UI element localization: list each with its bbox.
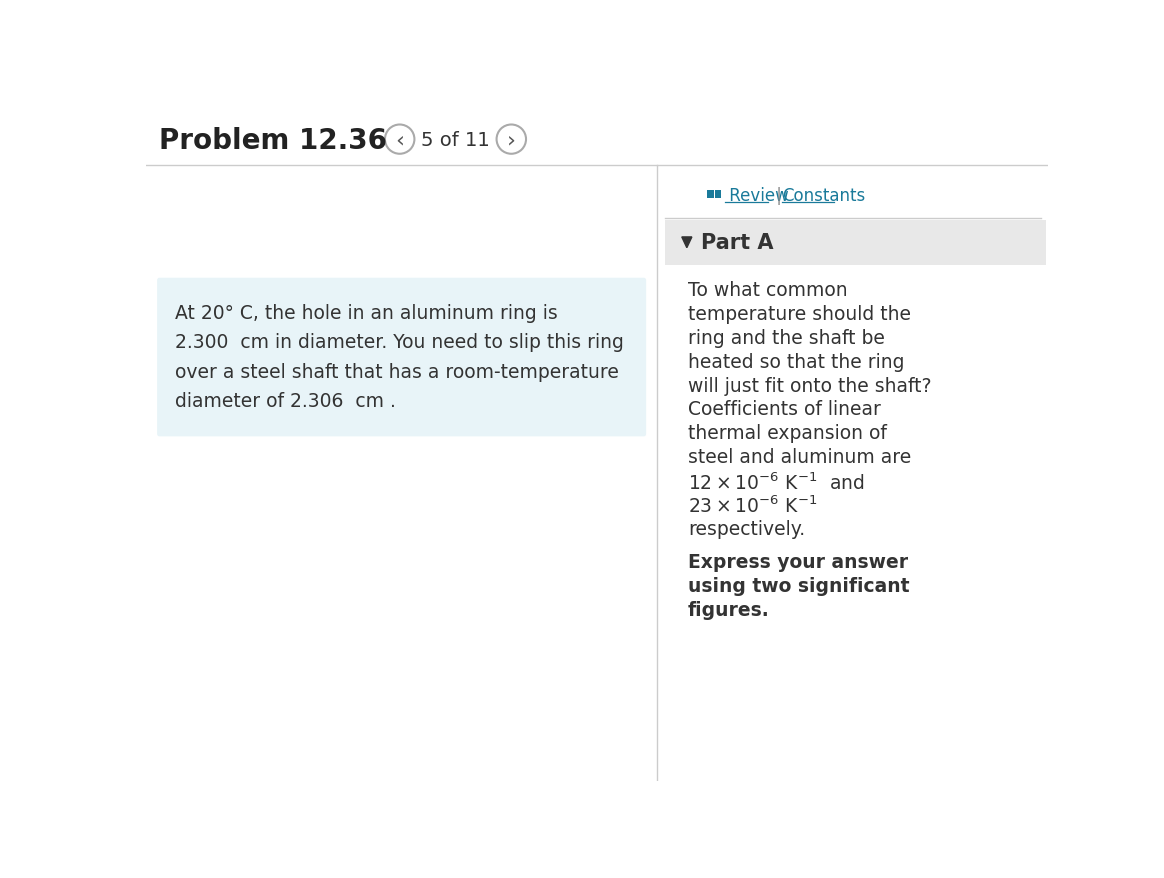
Text: 2.300  cm in diameter. You need to slip this ring: 2.300 cm in diameter. You need to slip t… (175, 333, 624, 352)
FancyBboxPatch shape (708, 191, 714, 199)
Text: thermal expansion of: thermal expansion of (688, 424, 887, 443)
Text: using two significant: using two significant (688, 576, 909, 595)
Text: will just fit onto the shaft?: will just fit onto the shaft? (688, 376, 931, 395)
Text: ring and the shaft be: ring and the shaft be (688, 328, 885, 348)
Polygon shape (682, 238, 691, 248)
Text: Problem 12.36: Problem 12.36 (159, 127, 388, 155)
FancyBboxPatch shape (715, 191, 722, 199)
Text: steel and aluminum are: steel and aluminum are (688, 448, 911, 466)
Text: Coefficients of linear: Coefficients of linear (688, 400, 881, 419)
Text: Constants: Constants (782, 187, 865, 205)
FancyBboxPatch shape (157, 278, 646, 437)
Text: figures.: figures. (688, 600, 769, 619)
Text: temperature should the: temperature should the (688, 305, 911, 323)
Text: At 20° C, the hole in an aluminum ring is: At 20° C, the hole in an aluminum ring i… (175, 304, 558, 323)
Text: |: | (771, 187, 787, 205)
Text: Review: Review (724, 187, 789, 205)
Text: $12 \times 10^{-6}\ \mathrm{K}^{-1}$  and: $12 \times 10^{-6}\ \mathrm{K}^{-1}$ and (688, 471, 865, 493)
Text: respectively.: respectively. (688, 519, 805, 538)
Text: ›: › (506, 131, 516, 151)
Text: diameter of 2.306  cm .: diameter of 2.306 cm . (175, 392, 396, 410)
Text: Express your answer: Express your answer (688, 552, 908, 572)
Text: $23 \times 10^{-6}\ \mathrm{K}^{-1}$: $23 \times 10^{-6}\ \mathrm{K}^{-1}$ (688, 495, 817, 517)
Text: over a steel shaft that has a room-temperature: over a steel shaft that has a room-tempe… (175, 363, 619, 381)
Text: To what common: To what common (688, 281, 847, 299)
Text: ‹: ‹ (396, 131, 404, 151)
Text: heated so that the ring: heated so that the ring (688, 352, 904, 371)
Text: Part A: Part A (701, 233, 774, 253)
Text: 5 of 11: 5 of 11 (421, 131, 490, 150)
FancyBboxPatch shape (665, 220, 1046, 265)
